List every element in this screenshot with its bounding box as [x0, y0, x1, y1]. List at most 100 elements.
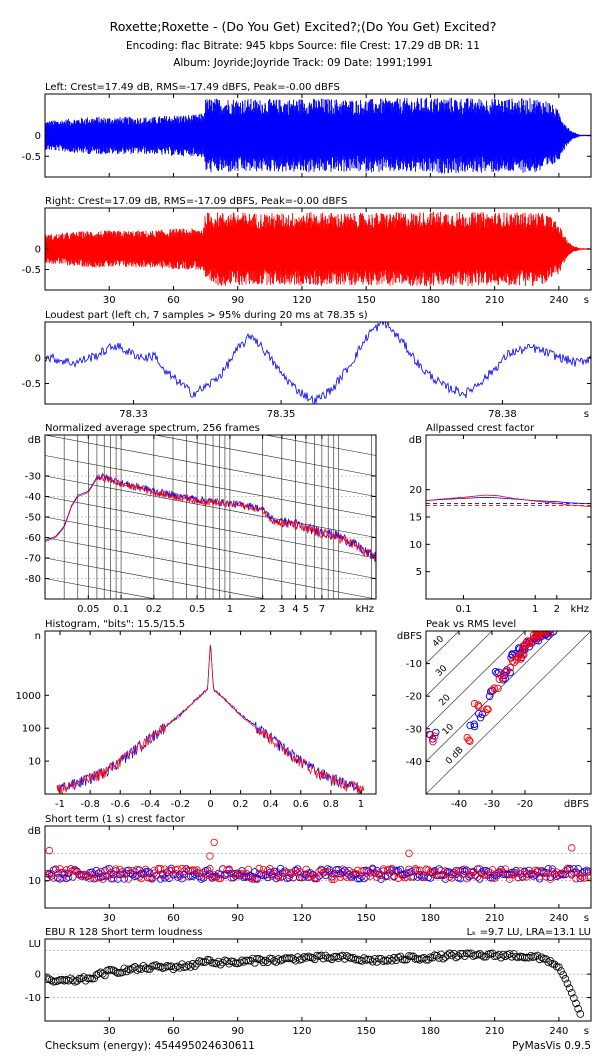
ebu-r128-point: [118, 968, 126, 977]
crest-factor-left-point: [276, 864, 285, 873]
crest-factor-right-point: [546, 875, 555, 883]
ebu-r128-xunit: s: [584, 1026, 589, 1037]
spectrum-xtick-label: 4: [292, 604, 298, 615]
histogram-xtick-label: -0.8: [80, 799, 100, 810]
allpass-title: Allpassed crest factor: [426, 423, 535, 434]
crest-factor-right-point: [148, 873, 156, 882]
left-channel-ytick-label: 0: [35, 131, 41, 142]
ebu-r128-point: [101, 971, 109, 980]
right-channel-xtick-label: 240: [549, 295, 568, 306]
crest-factor-left-point: [199, 874, 208, 882]
crest-factor-right-point: [373, 873, 381, 881]
ebu-r128-xtick-label: 30: [103, 1026, 116, 1037]
crest-factor-right-point: [206, 864, 214, 873]
right-channel-xtick-label: 150: [357, 295, 376, 306]
crest-factor-right-point: [96, 867, 105, 876]
ebu-r128-point: [298, 955, 306, 963]
spectrum-xtick-label: 0.05: [77, 604, 99, 615]
peak-vs-rms-frame: [425, 630, 592, 795]
peak-vs-rms-ytick-label: -30: [406, 724, 422, 735]
right-channel-title: Right: Crest=17.09 dB, RMS=-17.09 dBFS, …: [45, 196, 347, 207]
spectrum-clip-group: [45, 435, 376, 599]
ebu-r128-xtick-label: 60: [167, 1026, 180, 1037]
crest-factor-right-point: [574, 869, 582, 878]
allpass-frame: [425, 434, 592, 600]
peak-vs-rms-diagonal: [426, 631, 591, 794]
peak-vs-rms-left-point: [491, 667, 500, 676]
histogram-ytick-label: 1000: [16, 691, 41, 702]
histogram-xtick-label: 0: [207, 799, 213, 810]
spectrum-ytick-label: -50: [25, 513, 41, 524]
ebu-r128-point: [188, 960, 197, 968]
crest-factor-left-point: [105, 864, 113, 873]
loudest-part-ytick-label: -0.5: [21, 379, 41, 390]
spectrum-xtick-label: 0.2: [146, 604, 162, 615]
crest-factor-right-point: [144, 873, 152, 882]
crest-factor-xtick-label: 240: [549, 913, 568, 924]
crest-factor-left-point: [456, 874, 465, 883]
peak-vs-rms-diagonal-label: 0 dB: [444, 745, 466, 767]
ebu-r128-point: [182, 962, 191, 971]
histogram-xtick-label: -0.6: [110, 799, 130, 810]
loudest-part-line: [45, 322, 591, 404]
crest-factor-left-point: [306, 869, 315, 877]
spectrum-xtick-label: 5: [303, 604, 309, 615]
histogram-ytick-label: 100: [22, 724, 41, 735]
ebu-r128-point: [253, 955, 261, 963]
peak-vs-rms-title: Peak vs RMS level: [426, 619, 516, 630]
loudest-part-xtick-label: 78.33: [119, 409, 148, 420]
crest-factor-right-point: [64, 873, 73, 881]
spectrum-xtick-label: 1: [227, 604, 233, 615]
loudest-part-clip-group: [45, 322, 591, 404]
crest-factor-right-point: [304, 869, 313, 877]
crest-factor-left-point: [191, 870, 199, 878]
crest-factor-left-point: [416, 871, 424, 879]
ebu-r128-point: [544, 958, 552, 966]
ebu-r128-point: [576, 1010, 585, 1018]
crest-factor-right-point: [255, 864, 263, 873]
ebu-r128-frame: [44, 938, 592, 1022]
ebu-r128-point: [445, 949, 454, 958]
left-channel-clip-group: [45, 97, 591, 174]
crest-factor-left-point: [178, 875, 186, 883]
ebu-r128-xtick-label: 90: [231, 1026, 244, 1037]
ebu-r128-point: [184, 961, 193, 969]
ebu-r128-point: [261, 956, 270, 965]
ebu-r128-point: [345, 953, 353, 962]
peak-vs-rms-diagonal: [426, 631, 493, 697]
spectrum-xunit: kHz: [355, 604, 374, 615]
ebu-r128-title: EBU R 128 Short term loudness: [45, 927, 203, 938]
right-channel-clip-group: [45, 211, 591, 287]
peak-vs-rms-right-point: [431, 732, 439, 740]
ebu-r128-point: [321, 951, 330, 960]
histogram-xtick-label: 0.2: [233, 799, 249, 810]
ebu-r128-point: [533, 951, 542, 960]
ebu-r128-point: [263, 958, 272, 966]
peak-vs-rms-right-point: [514, 653, 523, 661]
crest-factor-xtick-label: 120: [292, 913, 311, 924]
peak-vs-rms-xtick-label: -30: [484, 799, 500, 810]
ebu-r128-xtick-label: 210: [485, 1026, 504, 1037]
allpass-left-curve: [426, 496, 591, 505]
allpass-ylabel: dB: [409, 435, 422, 446]
crest-factor-right-point: [257, 869, 265, 877]
crest-factor-left-point: [486, 874, 495, 882]
crest-factor-right-point: [313, 874, 321, 883]
peak-vs-rms-right-point: [496, 671, 505, 679]
ebu-r128-point: [231, 959, 240, 968]
spectrum-slope-line: [45, 496, 376, 559]
ebu-r128-point: [133, 966, 141, 974]
crest-factor-left-point: [204, 866, 212, 874]
ebu-r128-ytick-label: -10: [25, 993, 41, 1004]
spectrum-slope-line: [45, 516, 376, 579]
crest-factor-right-point: [411, 865, 420, 873]
peak-vs-rms-xlabel: dBFS: [564, 799, 589, 810]
histogram-ylabel: n: [35, 631, 41, 642]
crest-factor-left-point: [150, 869, 158, 877]
spectrum-slope-line: [45, 435, 376, 497]
ebu-r128-point: [561, 975, 570, 983]
ebu-r128-point: [537, 953, 546, 962]
peak-vs-rms-ylabel: dBFS: [397, 631, 422, 642]
crest-factor-left-point: [475, 875, 484, 883]
